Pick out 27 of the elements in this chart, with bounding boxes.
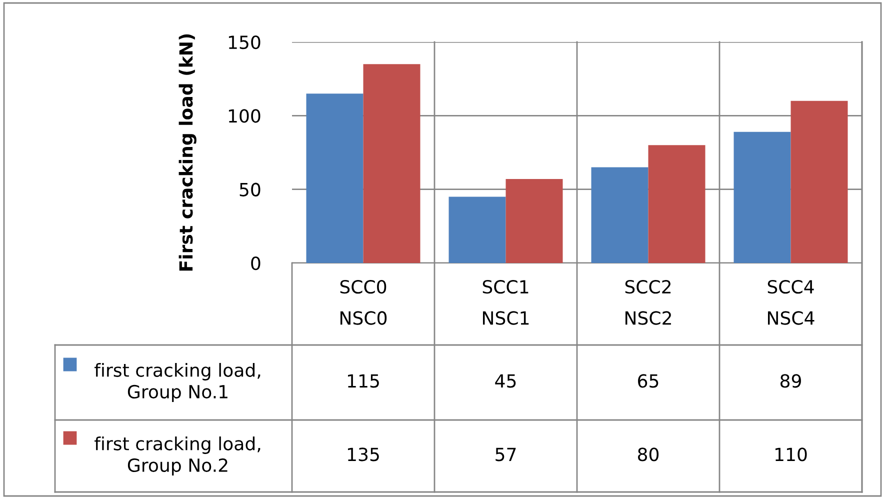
data-label: 65 xyxy=(638,374,658,388)
x-tick-label: SCC4 NSC4 xyxy=(768,280,814,325)
bar xyxy=(790,100,848,263)
data-label: 80 xyxy=(638,448,659,462)
y-tick-label: 100 xyxy=(228,109,260,123)
data-label: 110 xyxy=(776,448,807,462)
y-tick-label: 0 xyxy=(251,256,260,270)
legend-label: first cracking load, Group No.2 xyxy=(94,436,260,476)
y-axis-title: First cracking load (kN) xyxy=(178,34,196,271)
bar xyxy=(648,145,706,263)
bar xyxy=(363,64,420,263)
x-tick-label: SCC1 NSC1 xyxy=(482,280,529,325)
y-tick-label: 150 xyxy=(228,35,260,50)
data-label: 45 xyxy=(495,374,516,388)
bar xyxy=(591,167,648,263)
legend-label: first cracking load, Group No.1 xyxy=(94,362,260,402)
bar xyxy=(506,179,563,263)
data-label: 57 xyxy=(496,448,516,462)
data-label: 135 xyxy=(348,448,379,462)
x-tick-label: SCC2 NSC2 xyxy=(625,280,671,325)
bar xyxy=(448,196,506,263)
x-tick-label: SCC0 NSC0 xyxy=(340,280,387,325)
y-tick-label: 50 xyxy=(240,182,260,196)
data-label: 115 xyxy=(348,374,379,388)
data-label: 89 xyxy=(780,374,801,388)
bar xyxy=(734,132,791,263)
bar xyxy=(306,94,364,263)
